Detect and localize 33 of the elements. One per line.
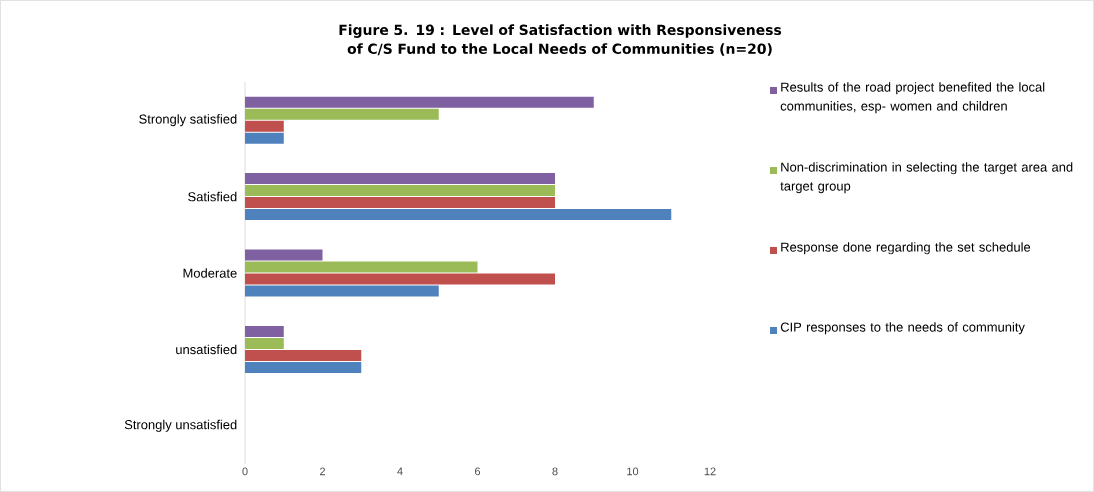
x-tick-label: 10 <box>627 467 639 476</box>
bar <box>245 108 439 120</box>
y-tick-label: Satisfied <box>188 191 237 202</box>
bar <box>245 325 284 337</box>
bar <box>245 261 478 273</box>
x-tick-label: 6 <box>475 467 481 476</box>
bar <box>245 173 556 185</box>
y-tick-label: Strongly satisfied <box>139 114 237 127</box>
legend-label: Non-discrimination in selecting the target area and target group <box>780 162 1073 194</box>
x-tick-label: 2 <box>320 467 326 476</box>
bar <box>245 96 594 108</box>
y-tick-label: Strongly unsatisfied <box>124 419 237 432</box>
x-tick-label: 0 <box>242 467 248 476</box>
bar <box>245 285 439 297</box>
bar <box>245 185 556 197</box>
y-tick-label: unsatisfied <box>176 344 237 355</box>
bar <box>245 273 556 285</box>
bar <box>245 197 556 209</box>
bar <box>245 349 362 361</box>
legend-label: CIP responses to the needs of community <box>780 322 1025 335</box>
x-tick-label: 8 <box>552 467 558 476</box>
y-tick-label: Moderate <box>183 268 237 278</box>
bar <box>245 361 362 373</box>
bar <box>245 120 284 132</box>
chart-title: Figure 5. 19 : Level of Satisfaction with Responsiveness of C/S Fund to the Local Needs of Communities (n=20) <box>339 24 782 56</box>
bar <box>245 337 284 349</box>
bar <box>245 249 323 261</box>
bar <box>245 132 284 144</box>
bar <box>245 209 672 221</box>
legend-label: Response done regarding the set schedule <box>781 242 1031 255</box>
x-tick-label: 4 <box>397 467 403 476</box>
legend-label: Results of the road project benefited the local communities, esp- women and children <box>780 82 1045 114</box>
x-tick-label: 12 <box>704 467 716 476</box>
